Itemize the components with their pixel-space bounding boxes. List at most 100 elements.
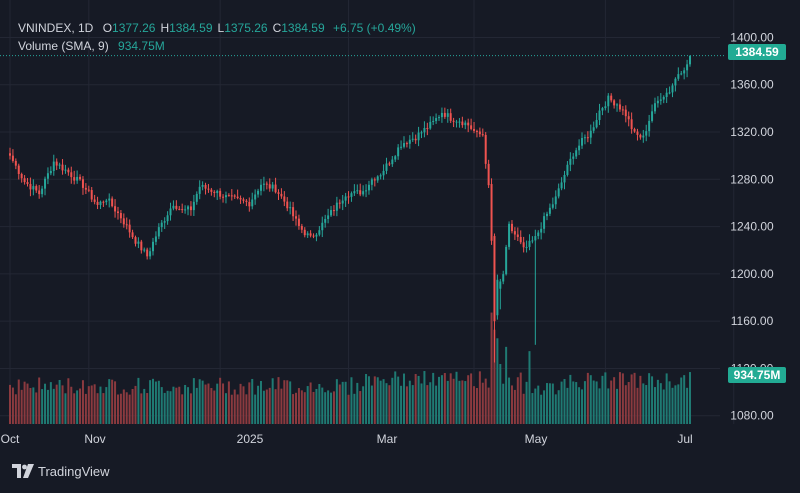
candle-body [242, 199, 245, 201]
candle-body [29, 183, 32, 190]
candle-body [81, 179, 84, 188]
volume-bar [286, 380, 289, 424]
candle-body [251, 199, 254, 207]
candle-body [245, 200, 248, 202]
volume-bar [248, 382, 251, 424]
volume-bar [321, 387, 324, 424]
volume-bar [616, 388, 619, 424]
candle-body [79, 176, 82, 180]
volume-bar [116, 394, 119, 424]
candle-body [598, 110, 601, 120]
volume-bar [385, 383, 388, 424]
volume-bar [473, 386, 476, 424]
candle-body [481, 134, 484, 136]
volume-bar [633, 372, 636, 424]
volume-bar [408, 380, 411, 424]
volume-bar [470, 373, 473, 424]
candle-body [76, 176, 79, 181]
volume-bar [630, 374, 633, 424]
volume-bar [204, 384, 207, 424]
volume-bar [610, 380, 613, 424]
candle-body [586, 137, 589, 139]
candle-body [359, 190, 362, 195]
candle-body [157, 227, 160, 237]
volume-bar [432, 372, 435, 424]
volume-bar [289, 381, 292, 424]
candle-body [464, 122, 467, 126]
candle-body [330, 210, 333, 216]
candle-body [551, 204, 554, 208]
volume-bar [93, 384, 96, 424]
candle-body [438, 117, 441, 119]
volume-bar [566, 387, 569, 424]
volume-bar [604, 372, 607, 424]
candle-body [560, 182, 563, 189]
candle-body [519, 236, 522, 243]
candle-body [616, 104, 619, 106]
candle-body [93, 199, 96, 202]
candle-body [493, 236, 496, 322]
volume-bar [569, 374, 572, 424]
volume-bar [227, 381, 230, 424]
volume-bar [315, 388, 318, 424]
volume-bar [233, 389, 236, 424]
ohlc-label-o: O [102, 21, 113, 35]
volume-bar [420, 383, 423, 424]
candle-body [686, 64, 689, 71]
candle-body [195, 193, 198, 202]
price-axis[interactable]: 1400.00 1360.00 1320.00 1280.00 1240.00 1200.… [730, 30, 774, 422]
ohlc-value-h: 1384.59 [169, 21, 213, 35]
volume-bar [338, 384, 341, 424]
volume-bar [356, 382, 359, 424]
volume-bar [245, 394, 248, 424]
candle-body [309, 233, 312, 236]
volume-bar [125, 392, 128, 424]
candle-body [257, 190, 260, 195]
volume-bar [242, 386, 245, 424]
tradingview-brand-label: TradingView [38, 463, 110, 479]
grid-lines [0, 0, 735, 424]
volume-bar [192, 378, 195, 424]
volume-bar [137, 377, 140, 424]
volume-bar [583, 381, 586, 424]
volume-bar [686, 387, 689, 424]
volume-bar [327, 390, 330, 424]
volume-bar [300, 390, 303, 424]
volume-bar [195, 387, 198, 424]
x-tick-label: Nov [84, 432, 105, 446]
candle-body [487, 163, 490, 186]
candle-body [385, 163, 388, 171]
volume-bar [41, 389, 44, 424]
volume-bar [265, 389, 268, 424]
volume-bar [510, 385, 513, 424]
volume-bar [362, 386, 365, 424]
volume-bar [76, 390, 79, 424]
volume-bar [540, 394, 543, 424]
candle-body [467, 122, 470, 126]
candle-body [604, 106, 607, 109]
time-axis[interactable]: Oct Nov 2025 Mar May Jul [1, 432, 693, 446]
candle-body [102, 201, 105, 203]
y-tick-label: 1200.00 [730, 267, 774, 281]
candle-body [388, 163, 391, 165]
candle-body [143, 249, 146, 251]
change-value: +6.75 (+0.49%) [332, 21, 416, 35]
candle-body [689, 55, 691, 65]
volume-bar [379, 380, 382, 424]
volume-bar [636, 387, 639, 424]
candle-body [312, 235, 315, 237]
volume-bar [627, 382, 630, 424]
candle-body [87, 189, 90, 191]
candle-body [248, 201, 251, 207]
candle-body [169, 208, 172, 216]
volume-bar [330, 392, 333, 424]
tradingview-brand[interactable]: TradingView [12, 462, 110, 480]
volume-bar [280, 388, 283, 424]
volume-bar [484, 378, 487, 424]
candle-body [99, 201, 102, 205]
candle-body [674, 78, 677, 86]
volume-bar [519, 372, 522, 424]
volume-bar [262, 390, 265, 424]
